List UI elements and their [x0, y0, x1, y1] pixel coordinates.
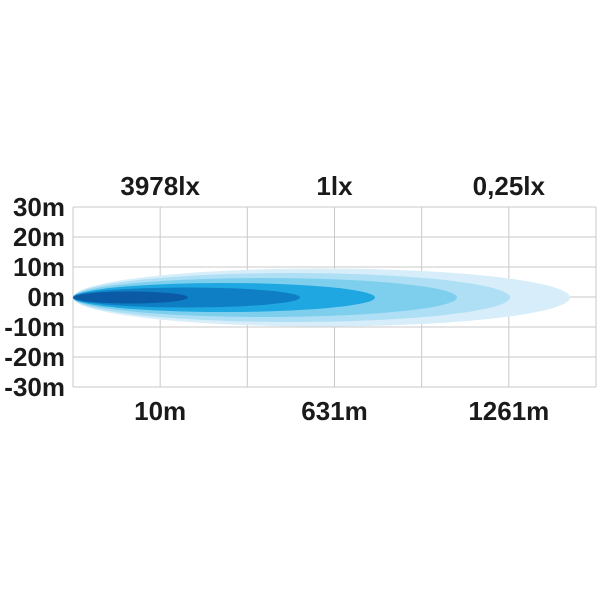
- top-lux-label: 1lx: [316, 171, 353, 201]
- top-lux-label: 3978lx: [120, 171, 200, 201]
- y-axis-label: 10m: [13, 252, 65, 282]
- y-axis-label: -10m: [4, 312, 65, 342]
- beam-zone-1-hotspot: [73, 291, 188, 304]
- y-axis-label: 20m: [13, 222, 65, 252]
- y-axis-label: 0m: [27, 282, 65, 312]
- top-lux-label: 0,25lx: [473, 171, 546, 201]
- bottom-distance-label: 10m: [134, 396, 186, 426]
- y-axis-label: -30m: [4, 372, 65, 402]
- bottom-distance-label: 1261m: [468, 396, 549, 426]
- bottom-distance-label: 631m: [301, 396, 368, 426]
- y-axis-label: 30m: [13, 192, 65, 222]
- y-axis-label: -20m: [4, 342, 65, 372]
